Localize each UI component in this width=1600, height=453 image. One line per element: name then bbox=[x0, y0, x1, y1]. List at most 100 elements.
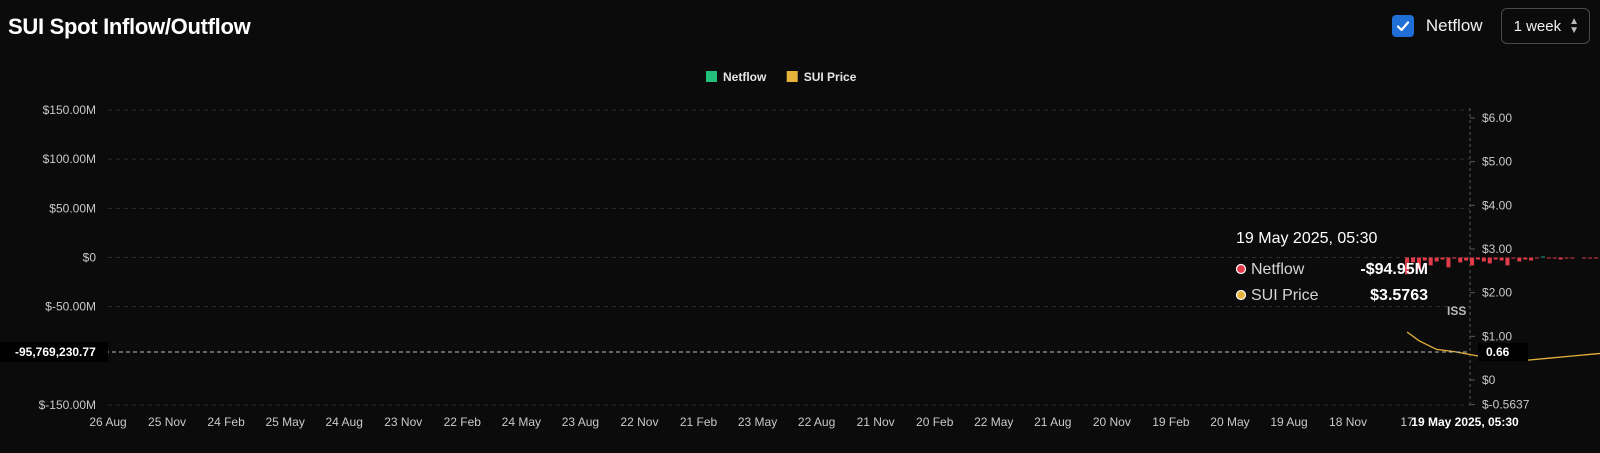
legend-label: Netflow bbox=[723, 70, 767, 84]
x-tick-label: 25 Nov bbox=[148, 415, 186, 429]
netflow-bar bbox=[1411, 257, 1416, 263]
x-tick-label: 20 Feb bbox=[916, 415, 954, 429]
x-tick-label: 19 Feb bbox=[1152, 415, 1190, 429]
y-right-tick-label: $0 bbox=[1482, 373, 1496, 387]
x-tick-label: 22 May bbox=[974, 415, 1013, 429]
x-tick-label: 17 bbox=[1400, 415, 1414, 429]
x-tick-label: 21 Feb bbox=[680, 415, 718, 429]
x-tick-label: 23 Aug bbox=[562, 415, 599, 429]
tooltip-value: $3.5763 bbox=[1370, 287, 1428, 304]
legend-swatch bbox=[706, 71, 717, 82]
y-left-tick-label: $50.00M bbox=[49, 201, 96, 215]
crosshair-y2-label: 0.66 bbox=[1486, 345, 1510, 359]
crosshair-y-label: -95,769,230.77 bbox=[15, 345, 96, 359]
netflow-bar bbox=[1517, 257, 1522, 262]
netflow-bar bbox=[1523, 257, 1528, 260]
crosshair-y2-label-bg bbox=[1478, 343, 1528, 361]
y-right-tick-label: $1.00 bbox=[1482, 329, 1512, 343]
netflow-bar bbox=[1475, 257, 1480, 260]
netflow-bar bbox=[1505, 257, 1510, 266]
netflow-bar bbox=[1529, 257, 1534, 261]
y-left-tick-label: $-50.00M bbox=[45, 300, 96, 314]
cut-off-label: ISS bbox=[1447, 304, 1466, 318]
netflow-bar bbox=[1452, 257, 1457, 259]
x-tick-label: 24 Feb bbox=[207, 415, 245, 429]
chart-grid bbox=[108, 108, 1471, 408]
netflow-bar bbox=[1535, 257, 1540, 259]
y-right-tick-label: $3.00 bbox=[1482, 242, 1512, 256]
netflow-bar bbox=[1405, 257, 1410, 275]
x-tick-label: 20 Nov bbox=[1093, 415, 1131, 429]
y-right-tick-label: $-0.5637 bbox=[1482, 398, 1530, 412]
x-tick-label: 24 Aug bbox=[326, 415, 363, 429]
netflow-bar bbox=[1594, 257, 1599, 259]
netflow-bar bbox=[1511, 257, 1516, 259]
x-axis: 26 Aug 25 Nov 24 Feb 25 May 24 Aug 23 Nov 22 F… bbox=[89, 415, 1519, 429]
netflow-bar bbox=[1558, 257, 1563, 260]
crosshair-y-label-bg bbox=[0, 342, 108, 362]
x-tick-label: 21 Aug bbox=[1034, 415, 1071, 429]
netflow-bar bbox=[1434, 257, 1439, 262]
checkmark-icon bbox=[1396, 21, 1409, 32]
crosshair: -95,769,230.77 0.66 ISS bbox=[0, 304, 1528, 362]
netflow-bar bbox=[1582, 257, 1587, 259]
x-tick-label: 22 Nov bbox=[620, 415, 658, 429]
netflow-bar bbox=[1458, 257, 1463, 263]
x-tick-label: 22 Aug bbox=[798, 415, 835, 429]
netflow-bar bbox=[1440, 257, 1445, 260]
netflow-bar bbox=[1570, 257, 1575, 259]
netflow-bar bbox=[1470, 257, 1475, 266]
netflow-bar bbox=[1588, 257, 1593, 259]
page-title: SUI Spot Inflow/Outflow bbox=[8, 14, 251, 39]
y-left-tick-label: $150.00M bbox=[43, 103, 96, 117]
netflow-bars bbox=[1405, 256, 1600, 275]
netflow-bar bbox=[1422, 257, 1427, 261]
chevron-up-down-icon: ▲ ▼ bbox=[1569, 16, 1579, 36]
legend-label: SUI Price bbox=[804, 70, 857, 84]
netflow-bar bbox=[1546, 257, 1551, 259]
y-right-tick-label: $4.00 bbox=[1482, 198, 1512, 212]
netflow-bar bbox=[1493, 257, 1498, 260]
chart-controls: Netflow 1 week ▲ ▼ bbox=[1391, 8, 1590, 44]
tooltip-dot bbox=[1235, 263, 1247, 275]
tooltip-dot bbox=[1235, 289, 1247, 301]
time-range-select[interactable]: 1 week ▲ ▼ bbox=[1500, 8, 1590, 44]
netflow-bar bbox=[1552, 257, 1557, 259]
time-range-value: 1 week bbox=[1513, 17, 1562, 35]
tooltip-date: 19 May 2025, 05:30 bbox=[1236, 230, 1378, 247]
y-left-tick-label: $-150.00M bbox=[39, 398, 96, 412]
y-left-tick-label: $0 bbox=[83, 251, 97, 265]
y-right-tick-label: $6.00 bbox=[1482, 111, 1512, 125]
x-tick-label: 23 May bbox=[738, 415, 777, 429]
x-tick-label: 24 May bbox=[502, 415, 541, 429]
x-tick-label: 18 Nov bbox=[1329, 415, 1367, 429]
chart-tooltip: 19 May 2025, 05:30 Netflow -$94.95M SUI Pri… bbox=[1235, 230, 1428, 304]
netflow-bar bbox=[1564, 257, 1569, 259]
netflow-bar bbox=[1499, 257, 1504, 261]
tooltip-value: -$94.95M bbox=[1360, 261, 1428, 278]
x-tick-label: 19 Aug bbox=[1270, 415, 1307, 429]
x-tick-label: 25 May bbox=[265, 415, 304, 429]
netflow-bar bbox=[1428, 257, 1433, 266]
netflow-toggle-label: Netflow bbox=[1425, 16, 1483, 35]
x-tick-label: 22 Feb bbox=[444, 415, 482, 429]
x-tick-label: 20 May bbox=[1210, 415, 1249, 429]
x-tick-label: 26 Aug bbox=[89, 415, 126, 429]
tooltip-label: Netflow bbox=[1251, 261, 1305, 278]
netflow-bar bbox=[1487, 257, 1492, 264]
y-axis-left: $150.00M $100.00M $50.00M $0 $-50.00M $-150.0… bbox=[39, 103, 97, 412]
netflow-toggle[interactable]: Netflow bbox=[1391, 15, 1501, 37]
netflow-bar bbox=[1540, 256, 1545, 258]
netflow-bar bbox=[1416, 257, 1421, 270]
x-tick-label: 23 Nov bbox=[384, 415, 422, 429]
tooltip-label: SUI Price bbox=[1251, 287, 1319, 304]
netflow-bar bbox=[1446, 257, 1451, 268]
netflow-bar bbox=[1464, 257, 1469, 261]
y-right-tick-label: $2.00 bbox=[1482, 286, 1512, 300]
chart-legend: Netflow SUI Price bbox=[706, 70, 857, 84]
netflow-checkbox[interactable] bbox=[1391, 15, 1414, 37]
y-axis-right: $6.00 $5.00 $4.00 $3.00 $2.00 $1.00 $0 $-0.5637 bbox=[1470, 111, 1530, 412]
netflow-bar bbox=[1481, 257, 1486, 262]
x-tick-label: 21 Nov bbox=[857, 415, 895, 429]
